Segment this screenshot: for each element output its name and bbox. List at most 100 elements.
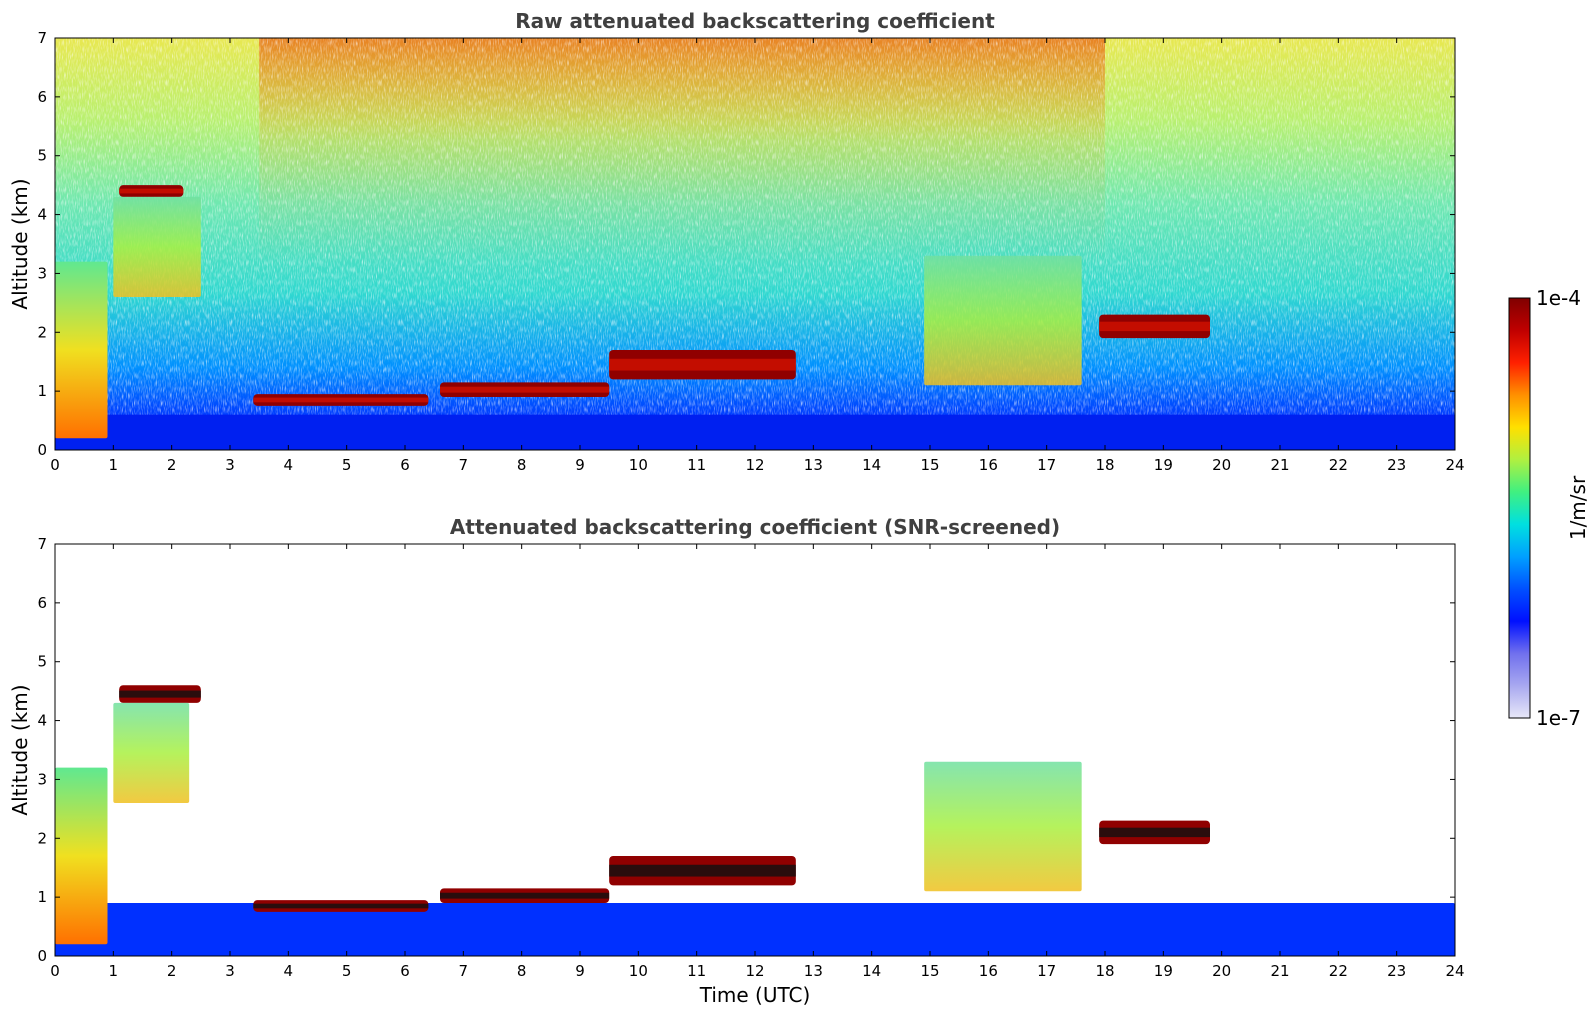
x-tick-label: 19 bbox=[1154, 962, 1173, 980]
x-tick-label: 18 bbox=[1095, 456, 1114, 474]
colorbar-min-label: 1e-7 bbox=[1536, 706, 1581, 730]
x-tick-label: 7 bbox=[459, 962, 469, 980]
x-tick-label: 9 bbox=[575, 456, 585, 474]
x-tick-label: 1 bbox=[109, 456, 119, 474]
x-tick-label: 5 bbox=[342, 962, 352, 980]
feature-precipitation-7 bbox=[55, 261, 108, 439]
colorbar-unit-label: 1/m/sr bbox=[1566, 475, 1590, 540]
x-tick-label: 20 bbox=[1212, 456, 1231, 474]
feature-core-4 bbox=[440, 386, 610, 393]
feature-surface-aerosol-layer-0 bbox=[55, 903, 1455, 956]
colorbar-bar bbox=[1508, 297, 1531, 719]
y-tick-label: 2 bbox=[37, 829, 47, 847]
x-tick-label: 12 bbox=[745, 456, 764, 474]
y-tick-label: 7 bbox=[37, 29, 47, 47]
speckle-overlay bbox=[55, 38, 1455, 450]
y-tick-label: 5 bbox=[37, 653, 47, 671]
x-tick-label: 0 bbox=[50, 456, 60, 474]
feature-precipitation-8 bbox=[113, 196, 201, 297]
y-tick-label: 5 bbox=[37, 147, 47, 165]
feature-core-5 bbox=[609, 358, 796, 371]
x-tick-label: 23 bbox=[1387, 456, 1406, 474]
y-tick-label: 0 bbox=[37, 441, 47, 459]
x-tick-label: 21 bbox=[1270, 962, 1289, 980]
feature-core-3 bbox=[253, 397, 429, 403]
x-tick-label: 12 bbox=[745, 962, 764, 980]
y-tick-label: 0 bbox=[37, 947, 47, 965]
x-tick-label: 7 bbox=[459, 456, 469, 474]
y-tick-label: 2 bbox=[37, 323, 47, 341]
x-tick-label: 11 bbox=[687, 962, 706, 980]
feature-precipitation-7 bbox=[113, 702, 190, 803]
feature-precipitation-6 bbox=[55, 767, 108, 945]
x-tick-label: 14 bbox=[862, 962, 881, 980]
y-tick-label: 4 bbox=[37, 206, 47, 224]
x-tick-label: 20 bbox=[1212, 962, 1231, 980]
y-tick-label: 1 bbox=[37, 888, 47, 906]
feature-precipitation-9 bbox=[924, 255, 1082, 386]
heatmap-field bbox=[55, 544, 1455, 956]
feature-core-2 bbox=[119, 188, 184, 194]
feature-core-4 bbox=[609, 864, 796, 877]
x-tick-label: 16 bbox=[979, 456, 998, 474]
heatmap-field bbox=[55, 38, 1455, 450]
x-tick-label: 17 bbox=[1037, 456, 1056, 474]
x-tick-label: 4 bbox=[284, 962, 294, 980]
feature-core-3 bbox=[440, 892, 610, 899]
feature-core-2 bbox=[253, 903, 429, 909]
feature-surface-aerosol-layer-0 bbox=[55, 414, 1455, 450]
screened-background bbox=[55, 544, 1455, 956]
x-tick-label: 4 bbox=[284, 456, 294, 474]
x-tick-label: 13 bbox=[804, 456, 823, 474]
x-tick-label: 2 bbox=[167, 962, 177, 980]
x-tick-label: 15 bbox=[920, 456, 939, 474]
raw-backscatter-panel: 0 1 2 3 4 5 6 7 8 9 10 11 12 13 14 15 16 17 18 19 20 21 22 23 24… bbox=[8, 9, 1465, 474]
y-tick-label: 7 bbox=[37, 535, 47, 553]
x-tick-label: 3 bbox=[225, 456, 235, 474]
panel-title: Raw attenuated backscattering coefficien… bbox=[515, 9, 995, 33]
y-tick-label: 4 bbox=[37, 712, 47, 730]
x-axis-label: Time (UTC) bbox=[699, 983, 811, 1007]
x-tick-label: 18 bbox=[1095, 962, 1114, 980]
colorbar-max-label: 1e-4 bbox=[1536, 286, 1581, 310]
feature-core-6 bbox=[1099, 321, 1210, 332]
y-axis-label: Altitude (km) bbox=[8, 684, 32, 815]
feature-core-5 bbox=[1099, 827, 1210, 838]
x-tick-label: 22 bbox=[1329, 962, 1348, 980]
x-tick-label: 6 bbox=[400, 456, 410, 474]
y-tick-label: 3 bbox=[37, 770, 47, 788]
y-axis-label: Altitude (km) bbox=[8, 178, 32, 309]
x-tick-label: 23 bbox=[1387, 962, 1406, 980]
y-tick-label: 6 bbox=[37, 594, 47, 612]
x-tick-label: 10 bbox=[629, 962, 648, 980]
x-tick-label: 10 bbox=[629, 456, 648, 474]
x-tick-label: 8 bbox=[517, 456, 527, 474]
x-tick-label: 16 bbox=[979, 962, 998, 980]
x-tick-label: 0 bbox=[50, 962, 60, 980]
x-tick-label: 5 bbox=[342, 456, 352, 474]
y-tick-label: 1 bbox=[37, 382, 47, 400]
x-tick-label: 1 bbox=[109, 962, 119, 980]
x-tick-label: 19 bbox=[1154, 456, 1173, 474]
x-tick-label: 3 bbox=[225, 962, 235, 980]
y-tick-label: 3 bbox=[37, 264, 47, 282]
y-tick-label: 6 bbox=[37, 88, 47, 106]
feature-core-1 bbox=[119, 690, 201, 698]
x-tick-label: 21 bbox=[1270, 456, 1289, 474]
x-tick-label: 9 bbox=[575, 962, 585, 980]
x-tick-label: 22 bbox=[1329, 456, 1348, 474]
x-tick-label: 8 bbox=[517, 962, 527, 980]
colorbar: 1e-4 1e-7 1/m/sr bbox=[1508, 286, 1590, 730]
panel-title: Attenuated backscattering coefficient (S… bbox=[450, 515, 1060, 539]
x-tick-label: 14 bbox=[862, 456, 881, 474]
x-tick-label: 17 bbox=[1037, 962, 1056, 980]
x-tick-label: 11 bbox=[687, 456, 706, 474]
x-tick-label: 24 bbox=[1445, 962, 1464, 980]
snr-screened-panel: 0 1 2 3 4 5 6 7 8 9 10 11 12 13 14 15 16 17 18 19 20 21 22 23 24… bbox=[8, 515, 1465, 1007]
x-tick-label: 2 bbox=[167, 456, 177, 474]
x-tick-label: 24 bbox=[1445, 456, 1464, 474]
x-tick-label: 15 bbox=[920, 962, 939, 980]
x-tick-label: 6 bbox=[400, 962, 410, 980]
